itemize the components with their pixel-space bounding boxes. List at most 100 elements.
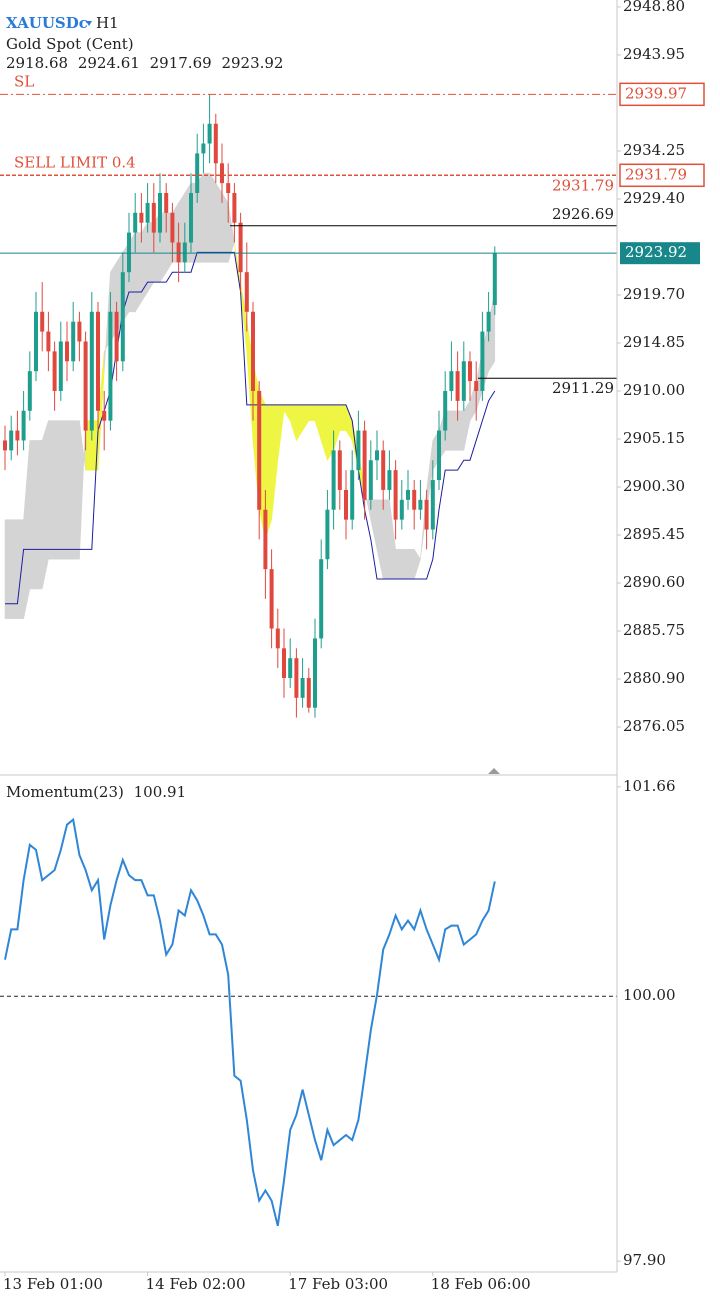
y-tick-label: 2890.60 <box>623 573 685 591</box>
candle-body <box>344 489 348 520</box>
symbol-dropdown[interactable] <box>86 21 92 26</box>
candle-body <box>238 222 243 273</box>
candle-body <box>393 470 398 520</box>
candle-body <box>213 123 218 164</box>
cloud-segment <box>413 548 421 580</box>
candle-body <box>77 321 82 342</box>
cloud-segment <box>407 549 415 580</box>
candle-body <box>412 489 417 510</box>
candle-body <box>139 212 144 223</box>
y-tick-label: 97.90 <box>623 1251 666 1269</box>
open-readout: 2918.68 <box>6 54 68 72</box>
level-box-value: 2931.79 <box>625 165 687 183</box>
cloud-segment <box>203 172 210 263</box>
level-value: 2926.69 <box>552 205 614 223</box>
low-readout: 2917.69 <box>150 54 212 72</box>
y-tick-label: 2900.30 <box>623 477 685 495</box>
candle-body <box>480 331 485 391</box>
candle-body <box>325 509 330 560</box>
cloud-segment <box>451 410 458 451</box>
candle-body <box>381 450 386 490</box>
cloud-segment <box>339 404 347 431</box>
cloud-segment <box>35 440 43 590</box>
candle-body <box>120 272 125 362</box>
indicator-line <box>4 817 496 1227</box>
candle-body <box>437 430 441 481</box>
candle-body <box>350 470 355 520</box>
last-price-box <box>620 242 700 265</box>
shift-marker <box>488 768 500 774</box>
candle-body <box>362 430 367 500</box>
y-tick-label: 2919.70 <box>623 285 685 303</box>
candle-body <box>102 410 107 421</box>
candle-body <box>27 371 32 411</box>
candle-body <box>232 193 237 223</box>
candle-body <box>52 351 57 391</box>
x-tick-label: 14 Feb 02:00 <box>146 1275 246 1293</box>
candle-body <box>108 311 113 421</box>
y-tick-label: 2895.45 <box>623 525 685 543</box>
indicator-value: 100.91 <box>134 783 187 801</box>
candle-body <box>474 381 479 391</box>
candle-body <box>455 371 460 401</box>
candle-body <box>282 648 286 679</box>
y-tick-label: 2934.25 <box>623 141 685 159</box>
cloud-segment <box>48 420 55 560</box>
candle-body <box>226 183 231 194</box>
candle-body <box>21 410 26 441</box>
cloud-segment <box>215 182 223 263</box>
candle-body <box>313 638 317 708</box>
x-tick-label: 17 Feb 03:00 <box>288 1275 388 1293</box>
candle-body <box>158 193 162 233</box>
candle-body <box>195 153 200 194</box>
level-value: 2931.79 <box>552 176 614 194</box>
symbol[interactable]: XAUUSDc <box>6 14 88 32</box>
candle-body <box>300 678 305 698</box>
candle-body <box>71 321 76 362</box>
base-line <box>5 251 496 605</box>
cloud-segment <box>60 420 68 560</box>
cloud-segment <box>308 404 316 421</box>
level-label: SL <box>14 72 34 90</box>
candle-body <box>331 450 336 510</box>
level-box <box>619 82 705 107</box>
candle-body <box>251 311 255 391</box>
close-readout: 2923.92 <box>221 54 283 72</box>
candle-body <box>3 440 7 451</box>
candle-body <box>443 390 448 431</box>
candle-body <box>164 193 169 213</box>
y-tick-label: 2914.85 <box>623 333 685 351</box>
cloud-segment <box>17 519 24 619</box>
y-tick-label: 2880.90 <box>623 669 685 687</box>
y-tick-label: 101.66 <box>623 777 676 795</box>
timeframe: H1 <box>96 14 119 32</box>
cloud-segment <box>457 410 465 451</box>
candle-body <box>83 341 88 431</box>
candle-body <box>288 658 293 679</box>
y-tick-label: 2876.05 <box>623 717 685 735</box>
last-price-value: 2923.92 <box>625 243 687 261</box>
candle-body <box>58 341 63 391</box>
level-label: SELL LIMIT 0.4 <box>14 153 136 171</box>
candle-body <box>114 311 119 362</box>
candle-body <box>430 480 435 530</box>
candle-body <box>486 311 491 332</box>
candle-body <box>418 499 423 510</box>
candle-body <box>15 430 20 441</box>
candle-body <box>151 202 156 233</box>
cloud-segment <box>54 420 62 560</box>
level-label: 100.00 <box>623 986 676 1004</box>
candle-body <box>492 253 497 306</box>
cloud-segment <box>72 420 80 560</box>
candle-body <box>189 193 193 243</box>
candle-body <box>96 311 100 411</box>
candle-body <box>319 559 324 639</box>
indicator-header: Momentum(23) 100.91 <box>6 783 186 801</box>
candle-body <box>263 509 268 570</box>
candle-body <box>306 678 311 708</box>
x-tick-label: 13 Feb 01:00 <box>3 1275 103 1293</box>
candle-body <box>201 143 206 154</box>
candle-body <box>145 202 150 223</box>
